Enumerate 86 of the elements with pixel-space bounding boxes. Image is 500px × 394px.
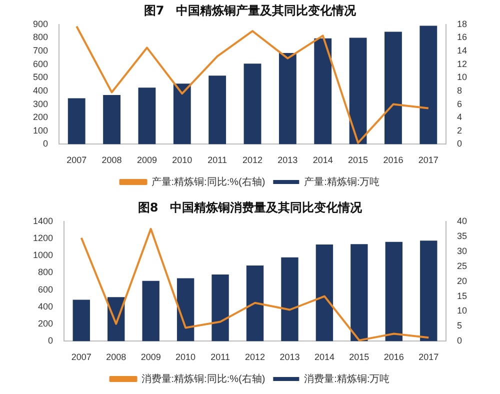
bar <box>212 274 229 342</box>
x-tick-label: 2008 <box>106 352 126 362</box>
y-tick-label: 100 <box>32 125 48 136</box>
bar <box>176 278 194 342</box>
x-tick-label: 2012 <box>244 352 266 362</box>
y-tick-label: 200 <box>32 112 48 122</box>
x-tick-label: 2011 <box>208 155 228 166</box>
chart-title: 图8 中国精炼铜消费量及其同比变化情况 <box>138 200 364 214</box>
x-tick-label: 2013 <box>280 352 300 362</box>
bar <box>103 94 120 144</box>
bar <box>349 38 367 144</box>
y2-tick-label: 10 <box>456 306 468 316</box>
y2-tick-label: 35 <box>456 230 468 241</box>
y-tick-label: 700 <box>32 46 48 56</box>
bar <box>208 76 226 144</box>
y2-tick-label: 16 <box>456 32 468 42</box>
y2-tick-label: 6 <box>456 98 462 109</box>
chart-title: 图7 中国精炼铜产量及其同比变化情况 <box>144 3 358 18</box>
y2-tick-label: 8 <box>456 85 462 96</box>
y-tick-label: 200 <box>38 318 54 329</box>
y2-tick-label: 14 <box>456 46 468 56</box>
x-tick-label: 2016 <box>384 352 404 362</box>
bar <box>350 244 368 342</box>
x-tick-label: 2016 <box>383 155 404 166</box>
y2-tick-label: 12 <box>456 58 468 69</box>
bar <box>420 240 438 342</box>
legend-label: 消费量:精炼铜:万吨 <box>304 372 390 385</box>
x-tick-label: 2009 <box>136 155 157 166</box>
y-tick-label: 800 <box>38 267 54 278</box>
x-tick-label: 2008 <box>102 155 122 166</box>
y2-tick-label: 0 <box>456 138 462 149</box>
bar <box>138 88 156 144</box>
y-tick-label: 0 <box>48 336 54 346</box>
x-tick-label: 2010 <box>172 155 192 166</box>
bar <box>278 53 296 144</box>
bar <box>316 244 334 342</box>
y-tick-label: 500 <box>32 72 48 82</box>
bar <box>384 32 402 144</box>
x-tick-label: 2017 <box>418 352 439 362</box>
y2-tick-label: 15 <box>456 290 468 301</box>
x-tick-label: 2009 <box>140 352 161 362</box>
y2-tick-label: 30 <box>456 246 468 256</box>
legend-label: 消费量:精炼铜:同比:%(右轴) <box>141 372 266 385</box>
x-tick-label: 2015 <box>348 155 368 166</box>
x-tick-label: 2010 <box>176 352 196 362</box>
bar <box>246 265 264 342</box>
legend-label: 产量:精炼铜:同比:%(右轴) <box>151 176 266 188</box>
x-tick-label: 2017 <box>418 155 438 166</box>
y-tick-label: 1000 <box>32 250 54 260</box>
bar <box>72 300 90 342</box>
x-tick-label: 2013 <box>278 155 298 166</box>
y-tick-label: 1200 <box>32 233 54 243</box>
y-tick-label: 900 <box>32 18 48 29</box>
y2-tick-label: 10 <box>456 72 468 82</box>
y-tick-label: 400 <box>38 301 54 312</box>
x-tick-label: 2007 <box>71 352 92 362</box>
y-tick-label: 600 <box>32 58 48 69</box>
bar <box>385 242 402 342</box>
y2-tick-label: 2 <box>456 125 462 136</box>
x-tick-label: 2011 <box>210 352 230 362</box>
bar <box>314 38 332 144</box>
y-tick-label: 0 <box>43 138 48 149</box>
y2-tick-label: 40 <box>456 216 468 226</box>
legend-label: 产量:精炼铜:万吨 <box>304 176 380 188</box>
y2-tick-label: 20 <box>456 276 468 286</box>
y-tick-label: 400 <box>32 85 48 96</box>
y2-tick-label: 4 <box>456 112 462 122</box>
bar <box>420 26 438 144</box>
y2-tick-label: 0 <box>456 336 462 346</box>
y-tick-label: 600 <box>38 284 54 294</box>
y2-tick-label: 5 <box>456 320 462 331</box>
x-tick-label: 2007 <box>66 155 87 166</box>
y-tick-label: 300 <box>32 98 48 109</box>
x-tick-label: 2014 <box>314 352 334 362</box>
bar <box>68 98 86 144</box>
y2-tick-label: 25 <box>456 260 468 271</box>
x-tick-label: 2015 <box>349 352 370 362</box>
y-tick-label: 1400 <box>32 216 54 226</box>
bar <box>173 84 191 144</box>
y-tick-label: 800 <box>32 32 48 42</box>
bar <box>142 280 160 342</box>
x-tick-label: 2014 <box>312 155 333 166</box>
x-tick-label: 2012 <box>242 155 263 166</box>
bar <box>244 64 262 144</box>
bar <box>281 257 298 342</box>
y2-tick-label: 18 <box>456 18 468 29</box>
